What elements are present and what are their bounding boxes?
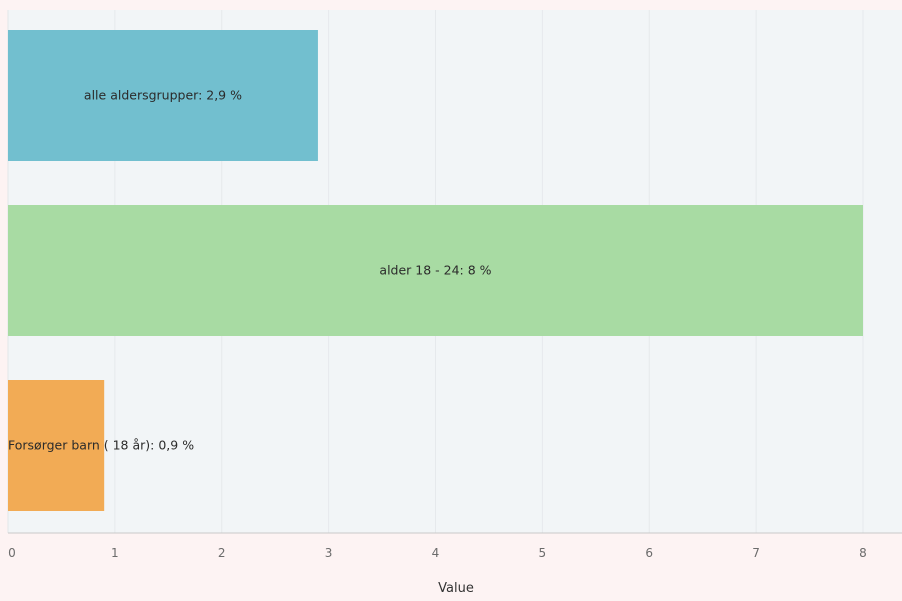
bar	[8, 380, 105, 511]
x-tick-label: 0	[8, 546, 16, 560]
bar-data-label: alle aldersgrupper: 2,9 %	[84, 88, 242, 103]
x-tick-label: 1	[111, 546, 119, 560]
x-tick-label: 8	[859, 546, 867, 560]
x-tick-label: 5	[539, 546, 547, 560]
x-tick-label: 7	[752, 546, 760, 560]
x-tick-label: 3	[325, 546, 333, 560]
bar	[8, 30, 318, 161]
x-axis-title: Value	[438, 581, 474, 596]
bar-data-label: alder 18 - 24: 8 %	[379, 263, 491, 278]
x-tick-label: 2	[218, 546, 226, 560]
data-labels: alle aldersgrupper: 2,9 % alder 18 - 24: …	[8, 88, 492, 453]
bar-data-label: Forsørger barn ( 18 år): 0,9 %	[8, 438, 194, 453]
bar	[8, 205, 863, 336]
x-tick-label: 4	[432, 546, 440, 560]
bars	[8, 30, 863, 511]
x-axis-ticks: 0 1 2 3 4 5 6 7 8	[8, 546, 867, 560]
x-tick-label: 6	[645, 546, 653, 560]
